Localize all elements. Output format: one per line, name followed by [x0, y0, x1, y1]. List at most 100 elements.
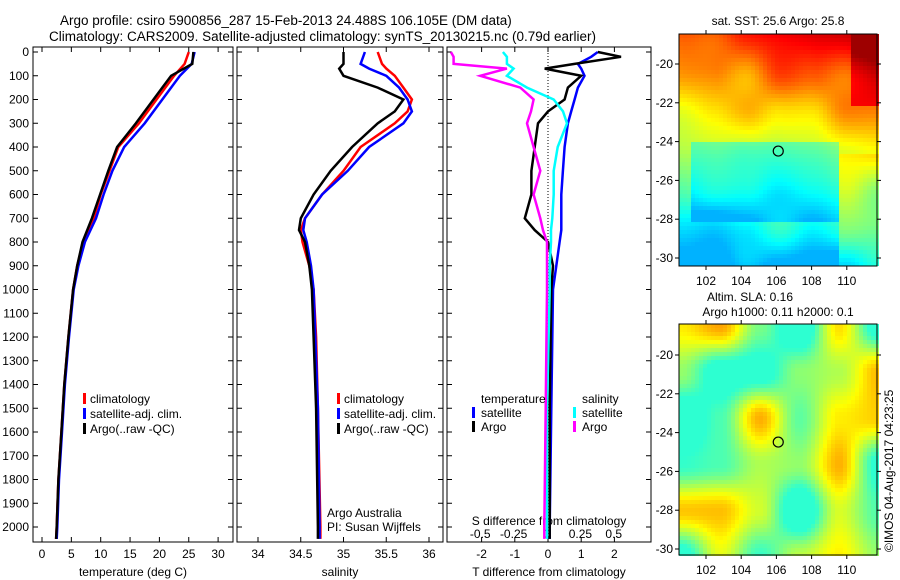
- map-cell: [803, 122, 807, 126]
- map-cell: [767, 98, 771, 102]
- map-cell: [827, 94, 831, 98]
- map-cell: [739, 138, 743, 142]
- map-cell: [715, 468, 719, 472]
- map-cell: [747, 250, 751, 254]
- map-cell: [691, 480, 695, 484]
- map-cell: [863, 78, 867, 82]
- map-cell: [855, 428, 859, 432]
- map-cell: [835, 396, 839, 400]
- map-cell: [827, 150, 831, 154]
- map-cell: [743, 452, 747, 456]
- map-cell: [719, 114, 723, 118]
- map-cell: [695, 222, 699, 226]
- map-cell: [695, 380, 699, 384]
- map-cell: [723, 250, 727, 254]
- map-cell: [763, 126, 767, 130]
- map-cell: [835, 82, 839, 86]
- map-cell: [871, 360, 875, 364]
- map-cell: [683, 66, 687, 70]
- map-cell: [871, 388, 875, 392]
- map-cell: [707, 198, 711, 202]
- map-cell: [747, 98, 751, 102]
- map-cell: [803, 106, 807, 110]
- map-cell: [819, 380, 823, 384]
- map-cell: [831, 452, 835, 456]
- map-cell: [695, 58, 699, 62]
- map-cell: [747, 380, 751, 384]
- map-cell: [815, 150, 819, 154]
- map-cell: [803, 150, 807, 154]
- map-cell: [679, 130, 683, 134]
- map-cell: [819, 340, 823, 344]
- map-cell: [831, 222, 835, 226]
- map-cell: [771, 66, 775, 70]
- map-cell: [739, 110, 743, 114]
- map-cell: [847, 186, 851, 190]
- map-cell: [731, 262, 735, 266]
- map-cell: [807, 162, 811, 166]
- map-cell: [735, 74, 739, 78]
- map-cell: [703, 130, 707, 134]
- map-cell: [723, 58, 727, 62]
- map-cell: [747, 118, 751, 122]
- map-cell: [759, 396, 763, 400]
- map-cell: [707, 368, 711, 372]
- map-cell: [847, 484, 851, 488]
- map-cell: [691, 356, 695, 360]
- map-cell: [719, 412, 723, 416]
- map-cell: [767, 368, 771, 372]
- map-cell: [795, 110, 799, 114]
- map-cell: [811, 356, 815, 360]
- map-cell: [827, 214, 831, 218]
- map-cell: [767, 448, 771, 452]
- map-cell: [715, 134, 719, 138]
- map-cell: [751, 332, 755, 336]
- map-cell: [723, 258, 727, 262]
- map-cell: [715, 154, 719, 158]
- map-cell: [871, 368, 875, 372]
- map-cell: [779, 54, 783, 58]
- map-cell: [691, 126, 695, 130]
- map-cell: [735, 42, 739, 46]
- map-cell: [691, 46, 695, 50]
- map-cell: [679, 102, 683, 106]
- map-cell: [839, 432, 843, 436]
- map-cell: [803, 440, 807, 444]
- map-cell: [839, 424, 843, 428]
- map-cell: [811, 384, 815, 388]
- map-cell: [711, 150, 715, 154]
- map-cell: [735, 114, 739, 118]
- map-cell: [735, 86, 739, 90]
- map-cell: [711, 428, 715, 432]
- map-cell: [827, 246, 831, 250]
- map-cell: [835, 432, 839, 436]
- map-cell: [755, 384, 759, 388]
- map-cell: [715, 174, 719, 178]
- map-cell: [823, 50, 827, 54]
- map-cell: [847, 130, 851, 134]
- map-cell: [775, 262, 779, 266]
- map-cell: [811, 202, 815, 206]
- map-cell: [851, 404, 855, 408]
- map-cell: [683, 182, 687, 186]
- map-cell: [795, 34, 799, 38]
- map-cell: [751, 134, 755, 138]
- map-cell: [791, 348, 795, 352]
- map-cell: [679, 416, 683, 420]
- map-cell: [695, 226, 699, 230]
- map-cell: [863, 146, 867, 150]
- map-cell: [695, 74, 699, 78]
- map-cell: [867, 198, 871, 202]
- map-cell: [747, 206, 751, 210]
- map-cell: [863, 344, 867, 348]
- map-cell: [699, 246, 703, 250]
- map-cell: [679, 206, 683, 210]
- map-cell: [703, 392, 707, 396]
- map-cell: [843, 34, 847, 38]
- map-cell: [739, 174, 743, 178]
- map-cell: [779, 222, 783, 226]
- map-cell: [859, 352, 863, 356]
- map-cell: [743, 190, 747, 194]
- map-cell: [755, 396, 759, 400]
- map-cell: [867, 130, 871, 134]
